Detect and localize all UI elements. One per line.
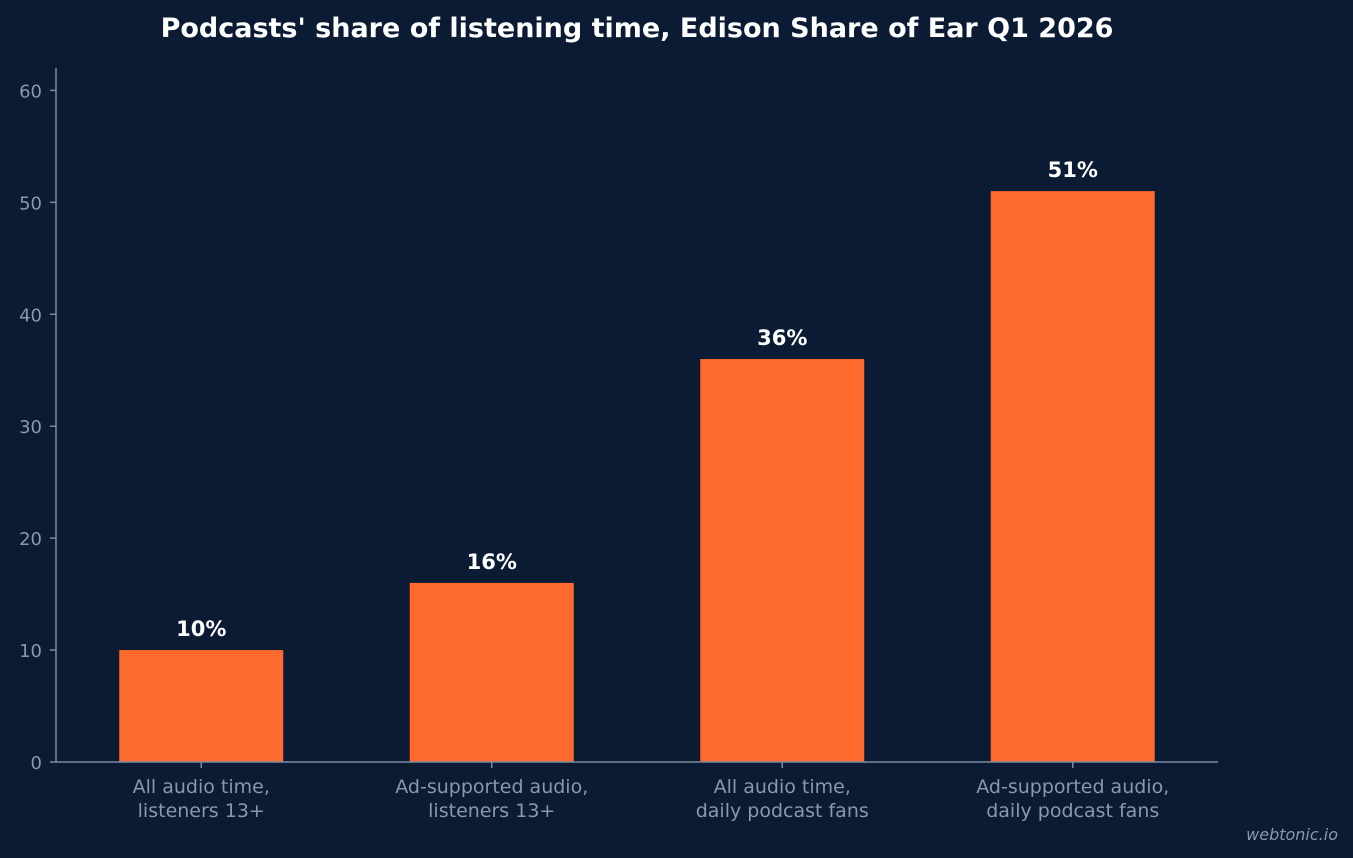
y-axis: 0 10 20 30 40 50 60 [19,68,57,774]
y-tick-label: 50 [19,193,42,214]
x-tick-label: listeners 13+ [428,800,555,822]
bars-group: 10% 16% 36% 51% [119,158,1155,762]
bar [990,191,1155,762]
chart-title: Podcasts' share of listening time, Ediso… [161,13,1114,44]
bar [700,359,865,762]
y-tick-label: 10 [19,641,42,662]
bar [119,650,284,762]
y-tick-label: 40 [19,305,42,326]
x-tick-label: listeners 13+ [138,800,265,822]
bar [409,582,574,762]
x-axis: All audio time,listeners 13+Ad-supported… [56,761,1218,822]
bar-value-label: 10% [176,617,226,641]
x-tick-label: All audio time, [133,776,270,798]
x-tick-label: All audio time, [714,776,851,798]
bar-value-label: 16% [467,550,517,574]
y-tick-label: 60 [19,81,42,102]
x-tick-label: Ad-supported audio, [395,776,588,798]
x-tick-label: daily podcast fans [986,800,1159,822]
bar-value-label: 51% [1048,158,1098,182]
x-tick-label: Ad-supported audio, [976,776,1169,798]
y-tick-label: 30 [19,417,42,438]
x-tick-label: daily podcast fans [696,800,869,822]
y-tick-label: 20 [19,529,42,550]
watermark: webtonic.io [1246,825,1338,844]
bar-value-label: 36% [757,326,807,350]
y-tick-label: 0 [31,753,42,774]
